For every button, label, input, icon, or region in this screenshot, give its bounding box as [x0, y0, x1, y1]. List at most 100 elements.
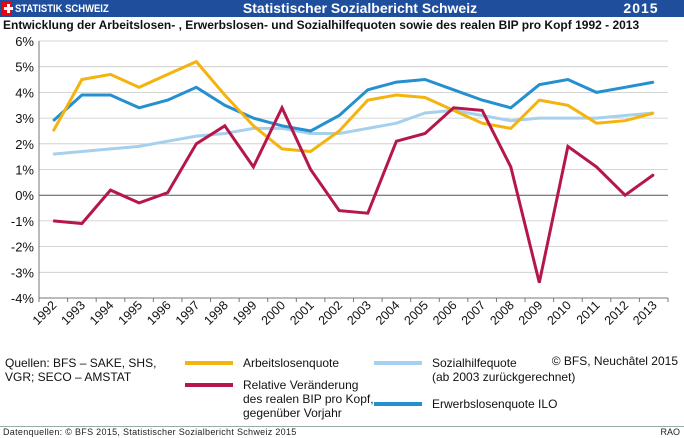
data-point: [252, 127, 255, 129]
data-point: [310, 168, 312, 171]
x-tick-label: 2009: [516, 298, 546, 328]
data-point: [538, 84, 540, 86]
x-tick-label: 1999: [230, 298, 260, 328]
data-point: [452, 89, 455, 91]
x-tick-label: 2000: [259, 298, 289, 328]
data-point: [224, 132, 226, 135]
data-point: [424, 132, 426, 135]
data-point: [195, 86, 197, 88]
data-point: [567, 145, 569, 147]
y-tick-label: 6%: [15, 34, 34, 49]
legend-label: Arbeitslosenquote: [243, 356, 340, 370]
legend-area: Quellen: BFS – SAKE, SHS, VGR; SECO – AM…: [0, 340, 684, 426]
data-point: [138, 107, 140, 109]
x-tick-label: 1997: [173, 298, 203, 328]
data-point: [595, 122, 598, 124]
x-tick-label: 1995: [116, 298, 146, 328]
header-bar: STATISTIK SCHWEIZ Statistischer Sozialbe…: [0, 0, 684, 17]
data-point: [567, 117, 569, 119]
legend-label: Erwerbslosenquote ILO: [432, 397, 558, 411]
x-tick-label: 2012: [602, 298, 632, 328]
brand: STATISTIK SCHWEIZ: [0, 0, 124, 17]
series-line-erwerbslosenquote: [52, 77, 654, 133]
data-point: [281, 125, 283, 127]
x-tick-label: 1992: [30, 298, 60, 328]
copyright-note: © BFS, Neuchâtel 2015: [551, 354, 678, 368]
data-point: [538, 117, 540, 119]
data-point: [424, 96, 426, 99]
x-tick-label: 2013: [630, 298, 660, 328]
x-tick-label: 2004: [373, 298, 403, 328]
data-point: [252, 166, 255, 168]
data-point: [138, 86, 140, 88]
y-tick-label: -4%: [11, 291, 35, 306]
data-point: [52, 220, 54, 222]
brand-label: STATISTIK SCHWEIZ: [15, 2, 109, 15]
data-point: [510, 107, 512, 109]
data-point: [167, 192, 169, 194]
data-point: [510, 120, 512, 122]
data-point: [252, 117, 255, 119]
report-title: Statistischer Sozialbericht Schweiz: [242, 0, 478, 16]
data-point: [567, 78, 569, 81]
data-point: [653, 112, 655, 114]
data-point: [595, 91, 598, 93]
data-point: [281, 148, 283, 150]
data-point: [538, 281, 540, 284]
x-tick-label: 1993: [58, 298, 88, 328]
data-point: [395, 122, 397, 124]
series-line-sozialhilfequote: [53, 108, 654, 156]
data-point: [510, 166, 512, 168]
data-point: [138, 145, 140, 147]
data-point: [310, 150, 312, 153]
data-point: [281, 107, 283, 109]
data-point: [481, 99, 483, 101]
data-point: [653, 174, 655, 176]
data-point: [252, 125, 255, 127]
x-tick-label: 1996: [144, 298, 174, 328]
data-point: [367, 99, 369, 101]
y-tick-label: 4%: [15, 85, 34, 100]
x-tick-label: 2006: [430, 298, 460, 328]
x-tick-label: 2002: [316, 298, 346, 328]
data-point: [424, 78, 426, 81]
data-sources-footer: Datenquellen: © BFS 2015, Statistischer …: [3, 427, 297, 437]
data-point: [481, 109, 483, 111]
data-point: [367, 89, 369, 91]
data-point: [338, 114, 340, 117]
data-point: [310, 130, 312, 132]
data-point: [195, 143, 197, 145]
data-point: [367, 127, 369, 129]
x-tick-label: 1998: [201, 298, 231, 328]
data-point: [81, 94, 83, 96]
x-tick-label: 2008: [487, 298, 517, 328]
data-point: [481, 122, 483, 124]
x-tick-label: 2005: [402, 298, 432, 328]
data-point: [538, 99, 540, 101]
data-point: [195, 60, 197, 63]
data-point: [109, 94, 112, 96]
data-point: [224, 104, 226, 106]
data-point: [481, 114, 483, 117]
legend-label: Relative Veränderung des realen BIP pro …: [243, 378, 374, 420]
data-point: [395, 140, 397, 142]
data-point: [567, 104, 569, 106]
legend-item-erwerbslosenquote: Erwerbslosenquote ILO: [374, 397, 557, 411]
y-tick-label: 1%: [15, 163, 34, 178]
data-point: [595, 117, 598, 119]
data-point: [109, 148, 112, 150]
x-tick-label: 2003: [344, 298, 374, 328]
sources-note: Quellen: BFS – SAKE, SHS, VGR; SECO – AM…: [5, 356, 157, 384]
data-point: [624, 86, 626, 88]
data-point: [167, 73, 169, 76]
series-line-arbeitslosenquote: [51, 59, 655, 154]
data-point: [367, 212, 369, 214]
report-year: 2015: [600, 1, 682, 16]
data-point: [81, 78, 83, 81]
data-point: [624, 120, 626, 122]
data-point: [338, 210, 340, 212]
data-point: [338, 132, 340, 135]
data-point: [395, 81, 397, 83]
data-point: [81, 222, 83, 225]
legend-swatch: [185, 383, 233, 387]
